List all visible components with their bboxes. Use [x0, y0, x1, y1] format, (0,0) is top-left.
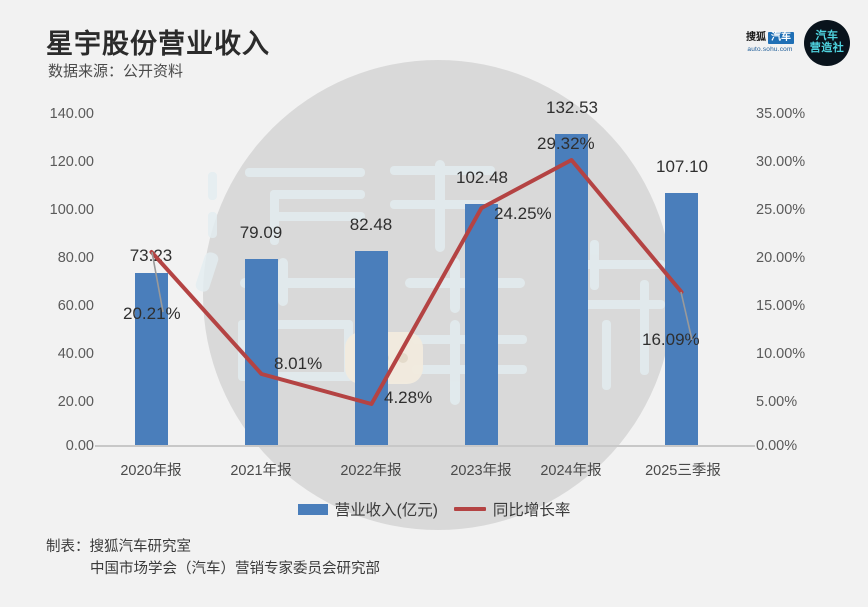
- legend-label-growth: 同比增长率: [492, 502, 571, 519]
- y2-axis-tick-20: 20.00%: [756, 250, 806, 266]
- growth-rate-line-series: [149, 158, 693, 406]
- chart-legend: 营业收入(亿元) 同比增长率: [0, 498, 868, 520]
- growth-label-2021: 8.01%: [274, 354, 323, 373]
- legend-line-swatch-icon: [453, 507, 486, 511]
- y-axis-tick-120: 120.00: [49, 154, 94, 170]
- page-title: 星宇股份营业收入: [46, 29, 270, 59]
- growth-label-2022: 4.28%: [384, 388, 433, 407]
- x-axis-label-2025: 2025三季报: [645, 463, 721, 479]
- bar-value-2025: 107.10: [656, 157, 708, 176]
- y2-axis-tick-0: 0.00%: [756, 438, 798, 454]
- growth-label-2025: 16.09%: [642, 330, 700, 349]
- x-axis-label-2024: 2024年报: [540, 463, 602, 479]
- y-axis-tick-140: 140.00: [49, 106, 94, 122]
- qiche-yingzaoshe-logo: 汽车 营造社: [804, 20, 850, 66]
- y2-axis-tick-35: 35.00%: [756, 106, 806, 122]
- growth-label-2020: 20.21%: [123, 304, 181, 323]
- legend-item-revenue[interactable]: 营业收入(亿元): [297, 498, 438, 520]
- growth-label-2023: 24.25%: [494, 204, 552, 223]
- bar-value-2024: 132.53: [546, 98, 598, 117]
- x-axis-label-2020: 2020年报: [120, 463, 182, 479]
- y-axis-tick-60: 60.00: [57, 298, 94, 314]
- bar-2023[interactable]: [465, 204, 498, 445]
- bar-2020[interactable]: [135, 273, 168, 445]
- logo-group: 搜狐 汽车 auto.sohu.com 汽车 营造社: [746, 20, 850, 66]
- y-axis-tick-80: 80.00: [57, 250, 94, 266]
- chart-header: 星宇股份营业收入 数据来源：公开资料 搜狐 汽车 auto.sohu.com 汽…: [0, 0, 868, 96]
- x-axis-baseline: [95, 445, 755, 447]
- logo-line-2: 营造社: [809, 42, 845, 54]
- bar-2021[interactable]: [245, 259, 278, 445]
- y-axis-tick-20: 20.00: [57, 394, 94, 410]
- y-axis-tick-0: 0.00: [65, 438, 94, 454]
- bar-2024[interactable]: [555, 134, 588, 445]
- y2-axis-tick-15: 15.00%: [756, 298, 806, 314]
- x-axis-label-2022: 2022年报: [340, 463, 402, 479]
- data-source-subtitle: 数据来源：公开资料: [48, 63, 184, 80]
- growth-label-2024: 29.32%: [537, 134, 595, 153]
- footer-credit-line-2: 中国市场学会（汽车）营销专家委员会研究部: [90, 560, 380, 577]
- sohu-brand-text: 搜狐: [746, 32, 766, 44]
- sohu-auto-logo: 搜狐 汽车 auto.sohu.com: [746, 32, 794, 54]
- chart-footer: 制表：搜狐汽车研究室 中国市场学会（汽车）营销专家委员会研究部: [46, 537, 380, 581]
- footer-credit-line-1: 制表：搜狐汽车研究室: [46, 539, 191, 555]
- sohu-auto-badge: 汽车: [768, 32, 794, 45]
- y2-axis-tick-30: 30.00%: [756, 154, 806, 170]
- x-axis-label-2023: 2023年报: [450, 463, 512, 479]
- bar-2025[interactable]: [665, 193, 698, 445]
- y2-axis-tick-5: 5.00%: [756, 394, 798, 410]
- y2-axis-tick-10: 10.00%: [756, 346, 806, 362]
- x-axis-label-2021: 2021年报: [230, 463, 292, 479]
- y2-axis-tick-25: 25.00%: [756, 202, 806, 218]
- sohu-url-text: auto.sohu.com: [747, 46, 793, 54]
- legend-bar-swatch-icon: [297, 503, 328, 515]
- logo-line-1: 汽车: [815, 30, 839, 43]
- legend-label-revenue: 营业收入(亿元): [334, 502, 438, 519]
- y-axis-tick-40: 40.00: [57, 346, 94, 362]
- legend-item-growth[interactable]: 同比增长率: [453, 498, 571, 520]
- y-axis-tick-100: 100.00: [49, 202, 94, 218]
- chart-plot-area: 140.00 120.00 100.00 80.00 60.00 40.00 2…: [0, 96, 868, 496]
